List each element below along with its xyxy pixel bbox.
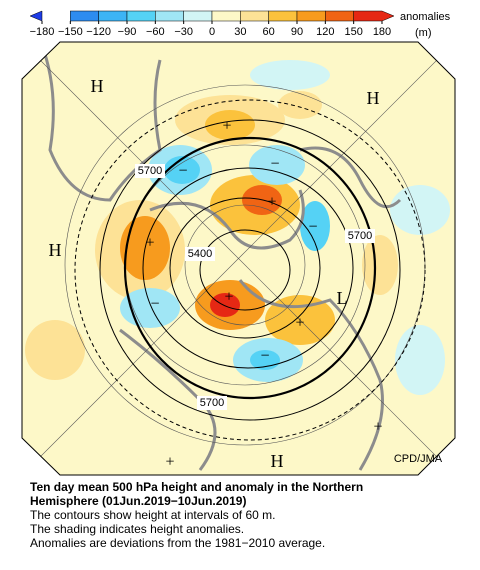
caption-line: The shading indicates height anomalies. bbox=[30, 522, 245, 536]
colorbar-arrow bbox=[353, 10, 395, 22]
colorbar-bin bbox=[126, 10, 156, 22]
contour-label-bg bbox=[197, 396, 227, 410]
contour-label: 5700 bbox=[138, 165, 162, 177]
colorbar-bin bbox=[325, 10, 354, 22]
map-figure: −180 −150 −120 −90 −60 −30 0 30 60 90 120 150 180 ano… bbox=[21, 10, 456, 476]
contour-label: 5400 bbox=[188, 248, 212, 260]
pressure-center: L bbox=[337, 288, 348, 308]
caption-title-line: Ten day mean 500 hPa height and anomaly … bbox=[30, 480, 364, 494]
map-frame bbox=[21, 41, 456, 476]
colorbar-bin bbox=[240, 10, 269, 22]
colorbar-bin bbox=[268, 10, 298, 22]
contour-label-bg bbox=[185, 247, 215, 261]
caption-line: Anomalies are deviations from the 1981−2… bbox=[30, 536, 326, 550]
anomaly-sign: + bbox=[145, 235, 154, 252]
credit: CPD/JMA bbox=[394, 453, 443, 465]
pressure-center: H bbox=[271, 451, 284, 471]
anomaly-sign: − bbox=[270, 156, 279, 173]
colorbar-tick-label: −120 bbox=[86, 26, 111, 38]
pressure-center: H bbox=[49, 240, 62, 260]
colorbar-tick-label: 90 bbox=[291, 26, 303, 38]
anomaly-sign: − bbox=[150, 296, 159, 313]
colorbar-bin bbox=[211, 10, 241, 22]
anomaly-sign: − bbox=[308, 219, 317, 236]
colorbar-tick-label: 0 bbox=[209, 26, 215, 38]
anomaly-sign: + bbox=[373, 419, 382, 436]
caption-title-line: Hemisphere (01Jun.2019−10Jun.2019) bbox=[30, 494, 247, 508]
colorbar-arrow bbox=[29, 10, 43, 22]
colorbar-tick-label: 120 bbox=[316, 26, 334, 38]
caption-title: Ten day mean 500 hPa height and anomaly … bbox=[30, 480, 363, 508]
colorbar-tick-label: −60 bbox=[146, 26, 165, 38]
colorbar-tick-label: 150 bbox=[344, 26, 362, 38]
colorbar-bin bbox=[183, 10, 213, 22]
anomaly-sign: + bbox=[224, 289, 233, 306]
contour-label-bg bbox=[345, 229, 375, 243]
colorbar-bin bbox=[155, 10, 184, 22]
colorbar-tick-label: −90 bbox=[118, 26, 137, 38]
colorbar-bin bbox=[296, 10, 326, 22]
colorbar-tick-label: −30 bbox=[174, 26, 193, 38]
caption-line: The contours show height at intervals of… bbox=[30, 508, 276, 522]
anomaly-shading bbox=[25, 60, 450, 395]
colorbar-label: anomalies bbox=[400, 11, 451, 23]
anomaly-sign: + bbox=[222, 118, 231, 135]
map-area bbox=[22, 42, 455, 475]
contour-label: 5700 bbox=[348, 230, 372, 242]
pressure-center: H bbox=[367, 88, 380, 108]
colorbar-unit: (m) bbox=[415, 27, 432, 39]
colorbar-tick-label: −150 bbox=[58, 26, 83, 38]
anomaly-sign: − bbox=[260, 348, 269, 365]
colorbar-tick-label: −180 bbox=[30, 26, 55, 38]
anomaly-sign: + bbox=[165, 454, 174, 471]
colorbar-bin bbox=[70, 10, 99, 22]
contour-label-bg bbox=[135, 164, 165, 178]
colorbar-tick-label: 30 bbox=[234, 26, 246, 38]
anomaly-sign: − bbox=[178, 163, 187, 180]
caption-body: The contours show height at intervals of… bbox=[30, 508, 325, 550]
colorbar-tick-label: 60 bbox=[263, 26, 275, 38]
contour-label: 5700 bbox=[200, 397, 224, 409]
anomaly-sign: + bbox=[295, 315, 304, 332]
colorbar-tick-label: 180 bbox=[373, 26, 391, 38]
colorbar-bin bbox=[98, 10, 128, 22]
anomaly-sign: + bbox=[267, 194, 276, 211]
pressure-center: H bbox=[91, 76, 104, 96]
height-contours bbox=[74, 99, 426, 441]
